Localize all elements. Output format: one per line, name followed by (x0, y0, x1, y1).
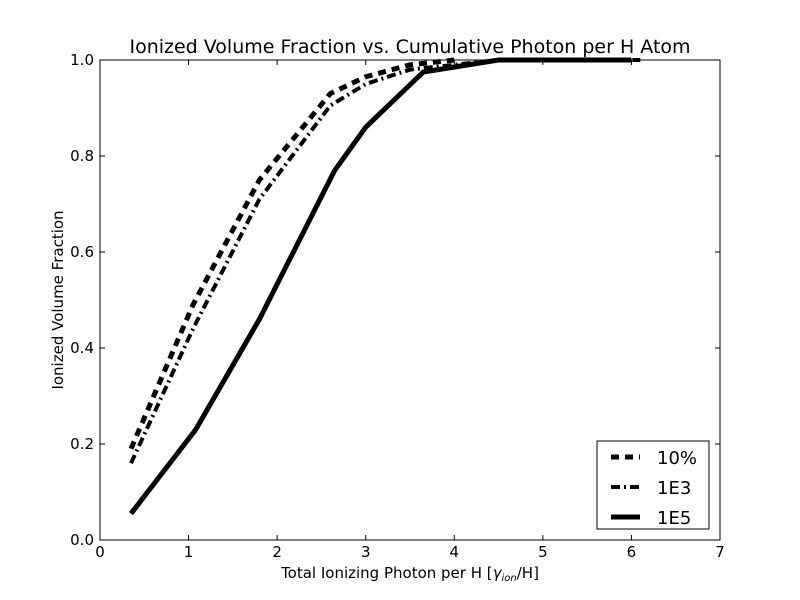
x-axis-label-math: γ (493, 564, 503, 582)
plot-frame (99, 59, 721, 541)
legend: 10% 1E3 1E5 (596, 440, 710, 530)
x-axis-label-suffix: /H] (517, 564, 539, 582)
plot-lines (128, 57, 641, 516)
x-tick-label: 1 (184, 543, 194, 561)
y-tick-label: 0.0 (70, 531, 94, 549)
x-tick-label: 5 (538, 543, 548, 561)
y-axis: 0.0 0.2 0.4 0.6 0.8 1.0 (70, 51, 720, 549)
y-tick-label: 0.2 (70, 435, 94, 453)
y-tick-label: 0.6 (70, 243, 94, 261)
series-line-1e5 (129, 57, 632, 516)
legend-label: 1E5 (657, 508, 691, 529)
x-tick-label: 2 (272, 543, 282, 561)
legend-label: 10% (657, 448, 697, 469)
y-tick-label: 0.4 (70, 339, 94, 357)
x-tick-label: 4 (450, 543, 460, 561)
y-axis-label: Ionized Volume Fraction (49, 210, 67, 389)
x-axis: 0 1 2 3 4 5 6 7 (95, 60, 725, 561)
legend-label: 1E3 (657, 478, 691, 499)
x-tick-label: 0 (95, 543, 105, 561)
x-tick-label: 7 (715, 543, 725, 561)
series-line-1e3 (129, 58, 641, 465)
y-tick-label: 0.8 (70, 147, 94, 165)
chart-title: Ionized Volume Fraction vs. Cumulative P… (129, 36, 690, 58)
x-tick-label: 3 (361, 543, 371, 561)
x-axis-label: Total Ionizing Photon per H [γion/H] (280, 564, 539, 584)
y-tick-label: 1.0 (70, 51, 94, 69)
x-axis-label-subscript: ion (502, 573, 517, 584)
x-axis-label-text: Total Ionizing Photon per H [ (280, 564, 493, 582)
x-tick-label: 6 (627, 543, 637, 561)
series-line-10- (128, 57, 455, 450)
